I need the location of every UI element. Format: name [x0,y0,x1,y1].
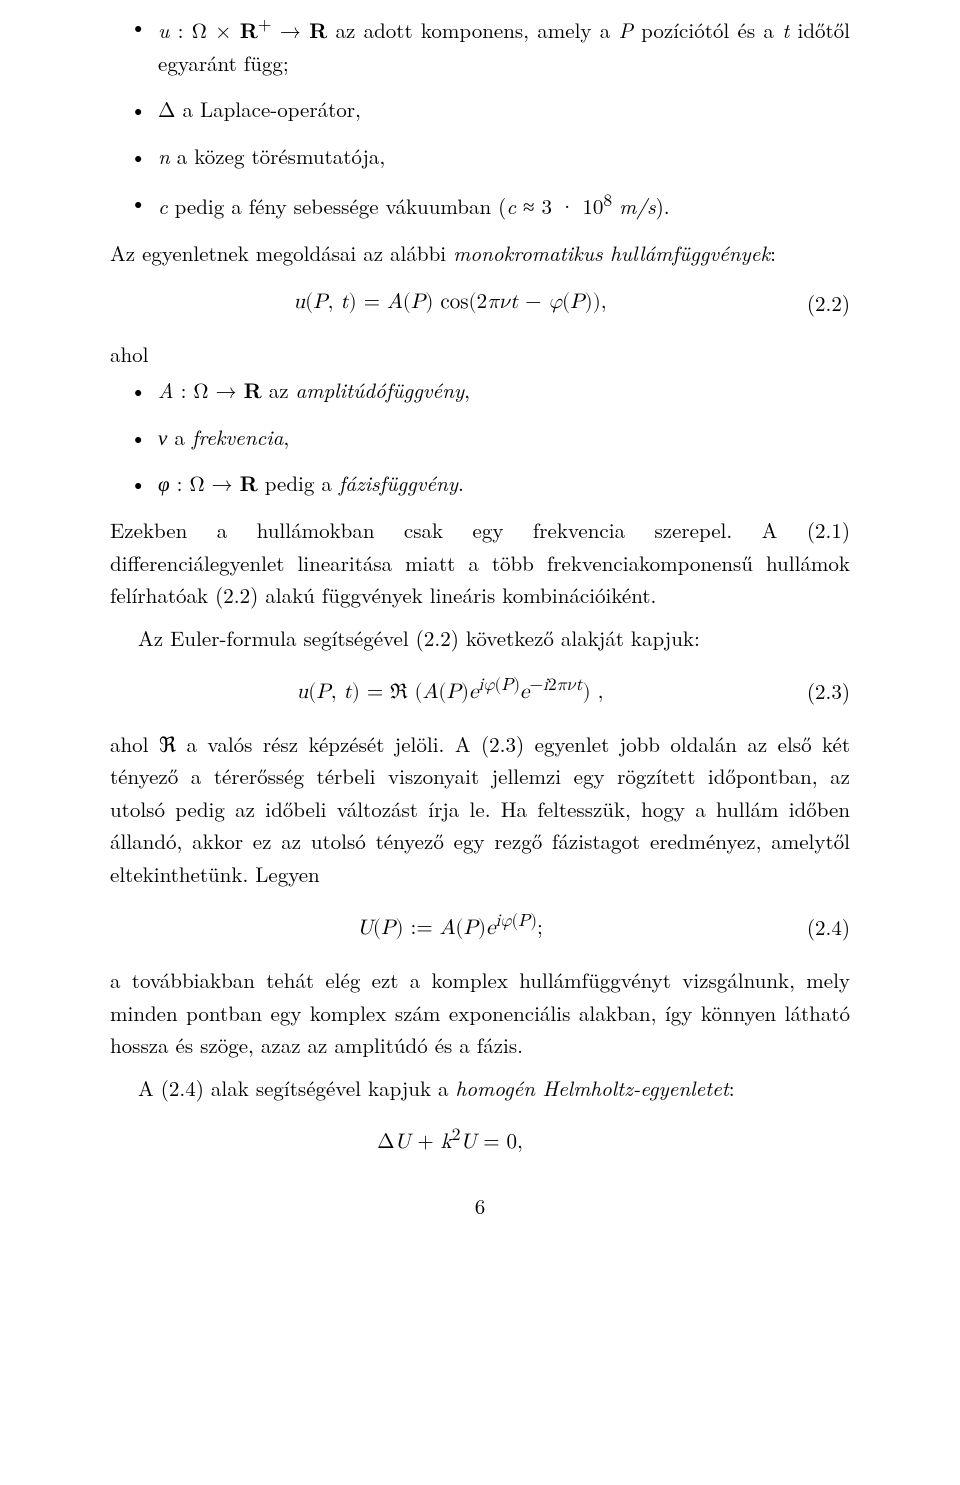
bullet-item: c pedig a fény sebessége vákuumban (c ≈ … [158,186,850,223]
page-number: 6 [110,1190,850,1223]
bullet-item: A : Ω → R az amplitúdófüggvény, [158,374,850,407]
equation-body: U(P) := A(P)eiφ(P); [357,908,543,946]
bullet-item: ν a frekvencia, [158,421,850,454]
equation-2-2: u(P, t) = A(P) cos(2πνt − φ(P)), (2.2) [110,287,850,320]
bullet-item: Δ a Laplace-operátor, [158,93,850,126]
equation-body: u(P, t) = A(P) cos(2πνt − φ(P)), [293,287,606,320]
equation-number: (2.3) [790,675,850,708]
page: u : Ω × R+ → R az adott komponens, amely… [0,0,960,1485]
bullet-item: u : Ω × R+ → R az adott komponens, amely… [158,10,850,79]
paragraph: Az Euler-formula segítségével (2.2) köve… [110,622,850,655]
equation-body: u(P, t) = ℜ (A(P)eiφ(P)e−i2πνt) , [297,672,604,710]
equation-helmholtz: ΔU + k2U = 0, [110,1122,850,1160]
bullet-item: n a közeg törésmutatója, [158,140,850,173]
bullet-list-2: A : Ω → R az amplitúdófüggvény, ν a frek… [110,374,850,500]
paragraph: Ezekben a hullámokban csak egy frekvenci… [110,514,850,612]
paragraph: ahol ℜ a valós rész képzését jelöli. A (… [110,728,850,891]
ahol-label: ahol [110,338,850,371]
equation-body: ΔU + k2U = 0, [377,1122,523,1160]
equation-2-4: U(P) := A(P)eiφ(P); (2.4) [110,908,850,946]
bullet-item: φ : Ω → R pedig a fázisfüggvény. [158,467,850,500]
equation-number: (2.2) [790,287,850,320]
bullet-list-1: u : Ω × R+ → R az adott komponens, amely… [110,10,850,223]
paragraph: a továbbiakban tehát elég ezt a komplex … [110,964,850,1062]
equation-number: (2.4) [790,911,850,944]
paragraph: A (2.4) alak segítségével kapjuk a homog… [110,1072,850,1105]
paragraph: Az egyenletnek megoldásai az alábbi mono… [110,237,850,270]
equation-2-3: u(P, t) = ℜ (A(P)eiφ(P)e−i2πνt) , (2.3) [110,672,850,710]
